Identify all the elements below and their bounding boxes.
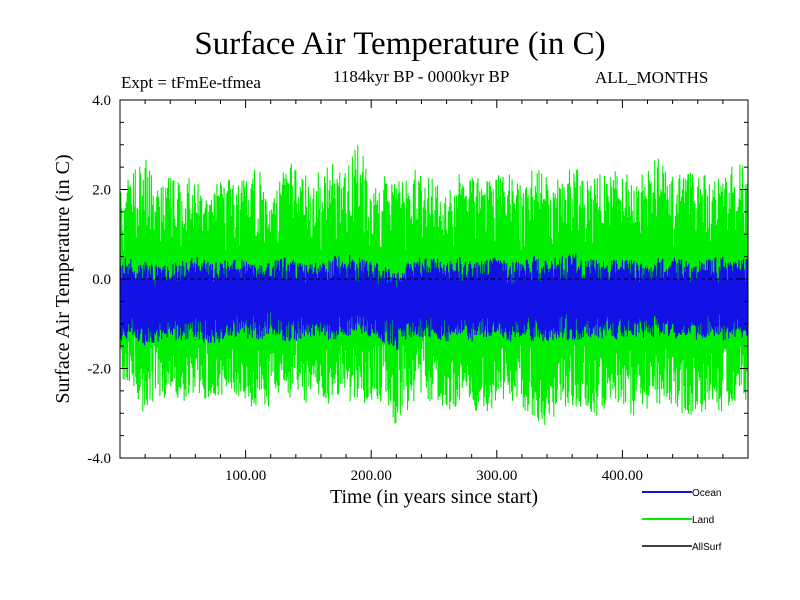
y-tick-label: -2.0 bbox=[87, 362, 111, 378]
tick-layer: -4.0 -2.0 0.0 2.0 4.0 100.00 200.00 300.00 400.0… bbox=[87, 93, 748, 484]
y-axis-title: Surface Air Temperature (in C) bbox=[52, 154, 74, 403]
data-layer bbox=[120, 144, 748, 425]
y-tick-label: 0.0 bbox=[92, 272, 111, 288]
chart-title: Surface Air Temperature (in C) bbox=[194, 26, 606, 62]
y-tick-label: -4.0 bbox=[87, 451, 111, 467]
legend: Ocean Land AllSurf bbox=[642, 488, 722, 553]
legend-label-land: Land bbox=[692, 515, 714, 526]
x-tick-label: 200.00 bbox=[351, 468, 392, 484]
x-axis-title: Time (in years since start) bbox=[330, 486, 538, 508]
legend-label-ocean: Ocean bbox=[692, 488, 721, 499]
x-tick-label: 100.00 bbox=[225, 468, 266, 484]
x-tick-label: 300.00 bbox=[476, 468, 517, 484]
series-line-ocean bbox=[120, 253, 748, 350]
y-tick-label: 4.0 bbox=[92, 93, 111, 109]
months-label: ALL_MONTHS bbox=[595, 68, 709, 87]
x-tick-label: 400.00 bbox=[602, 468, 643, 484]
legend-label-allsurf: AllSurf bbox=[692, 542, 722, 553]
period-label: 1184kyr BP - 0000kyr BP bbox=[333, 67, 510, 86]
experiment-label: Expt = tFmEe-tfmea bbox=[121, 73, 261, 92]
y-tick-label: 2.0 bbox=[92, 183, 111, 199]
